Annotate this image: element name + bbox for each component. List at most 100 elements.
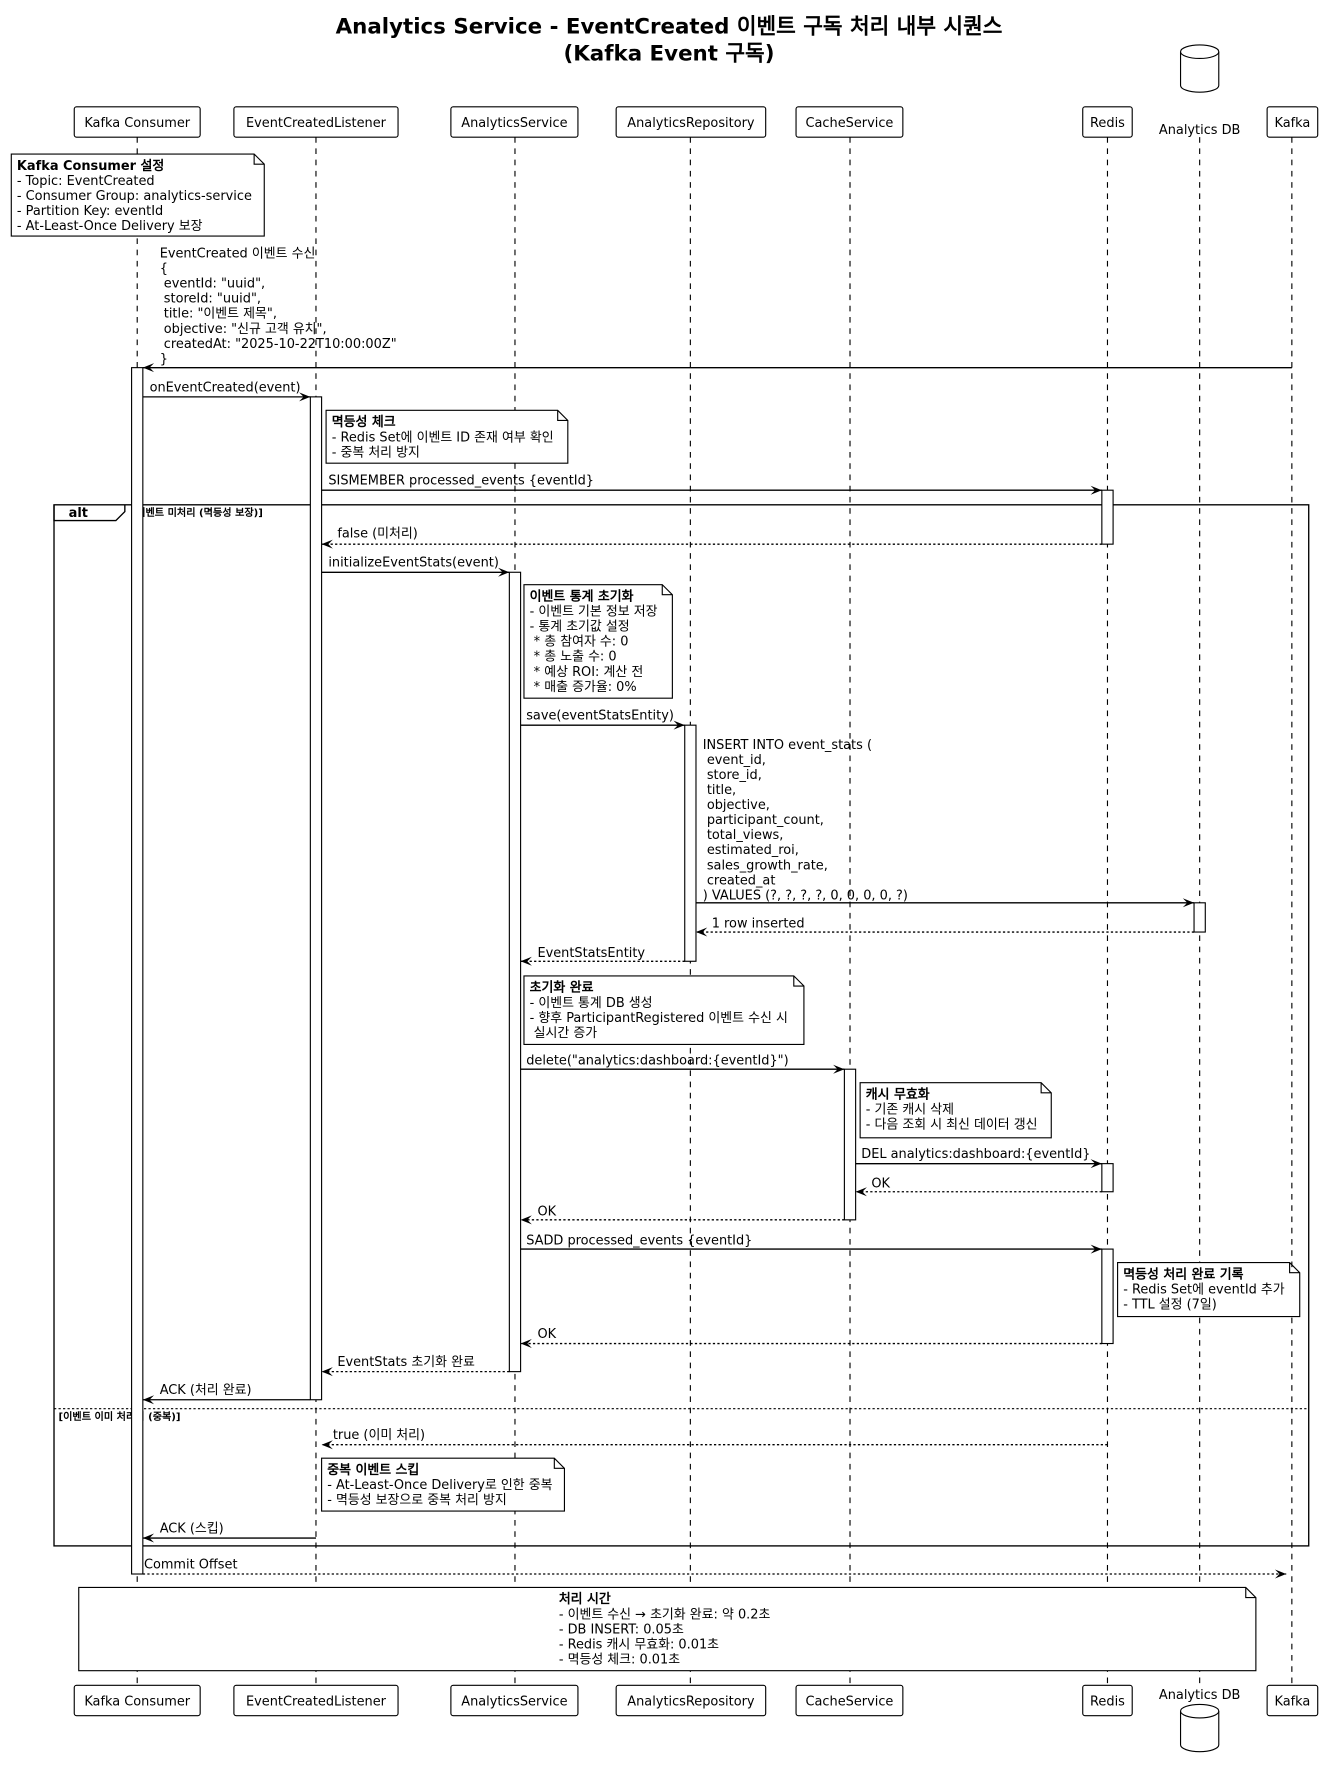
- message-kafka-consumer-to-kafka: Commit Offset: [142, 1557, 1287, 1579]
- note-line: - At-Least-Once Delivery로 인한 중복: [327, 1478, 552, 1493]
- message-label-line: false (미처리): [337, 526, 418, 541]
- note-line: * 총 참여자 수: 0: [530, 635, 629, 650]
- note-line: - 멱등성 보장으로 중복 처리 방지: [327, 1493, 507, 1508]
- message-label-line: {: [160, 262, 168, 277]
- message-label: true (이미 처리): [333, 1428, 425, 1443]
- message-event-created-listener-to-analytics-service: initializeEventStats(event): [321, 556, 510, 577]
- participant-event-created-listener[interactable]: EventCreatedListener: [233, 1684, 399, 1717]
- message-label-line: Commit Offset: [144, 1557, 238, 1572]
- arrowhead-icon: [1274, 1569, 1287, 1579]
- participant-redis[interactable]: Redis: [1082, 106, 1133, 138]
- note-title: 이벤트 통계 초기화: [530, 588, 634, 604]
- participant-analytics-service[interactable]: AnalyticsService: [450, 1684, 579, 1717]
- participant-redis[interactable]: Redis: [1082, 1684, 1133, 1717]
- participant-label: Redis: [1090, 116, 1125, 131]
- note-box: [859, 1082, 1052, 1139]
- participant-event-created-listener[interactable]: EventCreatedListener: [233, 106, 399, 138]
- note: 멱등성 체크- Redis Set에 이벤트 ID 존재 여부 확인 - 중복 처…: [325, 409, 569, 464]
- note-line: - At-Least-Once Delivery 보장: [17, 219, 203, 234]
- participant-label: Kafka: [1274, 1695, 1310, 1710]
- message-label-line: event_id,: [703, 753, 766, 768]
- database-icon: [1179, 51, 1220, 93]
- participant-cache-service[interactable]: CacheService: [795, 106, 904, 138]
- note: 중복 이벤트 스킵- At-Least-Once Delivery로 인한 중복…: [321, 1457, 566, 1512]
- message-label-line: initializeEventStats(event): [328, 556, 499, 571]
- note-line: - 향후 ParticipantRegistered 이벤트 수신 시: [530, 1011, 788, 1026]
- message-label-line: estimated_roi,: [703, 843, 799, 858]
- activation-bar: [1101, 489, 1114, 545]
- message-analytics-service-to-event-created-listener: EventStats 초기화 완료: [321, 1355, 510, 1377]
- note-box: [321, 1457, 566, 1512]
- note: 초기화 완료- 이벤트 통계 DB 생성 - 향후 ParticipantRegi…: [523, 975, 805, 1046]
- message-label-line: title,: [703, 783, 736, 798]
- alt-guard-2: [이벤트 이미 처리됨 (중복)]: [59, 1410, 181, 1423]
- message-label-line: save(eventStatsEntity): [526, 709, 674, 724]
- participant-cache-service[interactable]: CacheService: [795, 1684, 904, 1717]
- note-line: * 총 노출 수: 0: [530, 650, 617, 665]
- participant-label: AnalyticsService: [461, 116, 567, 131]
- message-label-line: 1 row inserted: [712, 917, 805, 932]
- note-title: 초기화 완료: [530, 980, 594, 996]
- message-kafka-to-kafka-consumer: EventCreated 이벤트 수신{ eventId: "uuid", st…: [142, 246, 1292, 373]
- message-analytics-service-to-cache-service: delete("analytics:dashboard:{eventId}"): [520, 1054, 845, 1074]
- arrowhead-icon: [142, 1395, 155, 1405]
- arrowhead-icon: [299, 392, 311, 402]
- note-body: - 이벤트 통계 DB 생성 - 향후 ParticipantRegistered…: [530, 996, 788, 1041]
- note-body: - Topic: EventCreated - Consumer Group: a…: [17, 174, 252, 234]
- note-title: 중복 이벤트 스킵: [327, 1462, 419, 1478]
- message-label-line: objective: "신규 고객 유치",: [160, 322, 327, 337]
- participant-box: [73, 106, 201, 138]
- participant-label: AnalyticsRepository: [627, 1695, 755, 1710]
- activation-bar: [131, 367, 144, 1575]
- message-label-line: ) VALUES (?, ?, ?, ?, 0, 0, 0, 0, ?): [703, 888, 908, 903]
- participant-box: [233, 1684, 399, 1717]
- participant-kafka-consumer[interactable]: Kafka Consumer: [73, 1684, 201, 1717]
- participant-box: [450, 1684, 579, 1717]
- arrowhead-icon: [321, 1367, 333, 1377]
- message-redis-to-analytics-service: OK: [520, 1327, 1102, 1349]
- message-label-line: participant_count,: [703, 813, 824, 828]
- activation-bar: [508, 571, 522, 1373]
- message-event-created-listener-to-kafka-consumer: ACK (스킵): [142, 1521, 316, 1543]
- participant-analytics-service[interactable]: AnalyticsService: [450, 106, 579, 138]
- note-box: [1117, 1262, 1301, 1318]
- message-label-line: title: "이벤트 제목",: [160, 307, 277, 322]
- message-label-line: INSERT INTO event_stats (: [703, 738, 872, 753]
- participant-kafka[interactable]: Kafka: [1266, 106, 1319, 138]
- participant-analytics-db[interactable]: Analytics DB: [1159, 1688, 1241, 1753]
- note-box: [78, 1586, 1257, 1672]
- message-label: EventStatsEntity: [537, 946, 645, 961]
- message-label: onEventCreated(event): [150, 380, 301, 395]
- message-label-line: SADD processed_events {eventId}: [526, 1234, 752, 1249]
- participant-kafka-consumer[interactable]: Kafka Consumer: [73, 106, 201, 138]
- arrowhead-icon: [1090, 1244, 1102, 1254]
- note-line: - 다음 조회 시 최신 데이터 갱신: [866, 1118, 1038, 1133]
- diagram-title-line2: (Kafka Event 구독): [564, 42, 775, 67]
- participant-box: [615, 106, 767, 138]
- message-label: delete("analytics:dashboard:{eventId}"): [526, 1054, 788, 1069]
- participant-analytics-db[interactable]: Analytics DB: [1159, 44, 1241, 138]
- message-label-line: eventId: "uuid",: [160, 277, 265, 292]
- activation-bar: [1193, 902, 1206, 933]
- message-label: initializeEventStats(event): [328, 556, 499, 571]
- arrowhead-icon: [695, 927, 708, 937]
- message-label: false (미처리): [337, 526, 418, 541]
- participant-analytics-repository[interactable]: AnalyticsRepository: [615, 1684, 767, 1717]
- participant-analytics-repository[interactable]: AnalyticsRepository: [615, 106, 767, 138]
- arrowhead-icon: [321, 1440, 333, 1450]
- alt-keyword: alt: [69, 506, 88, 521]
- message-label-line: OK: [871, 1176, 890, 1191]
- arrowhead-icon: [1090, 1159, 1102, 1169]
- note-title: 캐시 무효화: [866, 1086, 930, 1102]
- message-label: EventCreated 이벤트 수신{ eventId: "uuid", st…: [160, 246, 397, 366]
- message-label: save(eventStatsEntity): [526, 709, 674, 724]
- message-label: OK: [537, 1327, 556, 1342]
- activation-bar: [1101, 1163, 1114, 1193]
- message-event-created-listener-to-redis: SISMEMBER processed_events {eventId}: [321, 474, 1102, 495]
- message-label: EventStats 초기화 완료: [337, 1355, 475, 1370]
- note-line: * 매출 증가율: 0%: [530, 680, 637, 695]
- note-line: - Consumer Group: analytics-service: [17, 189, 252, 204]
- message-label: SADD processed_events {eventId}: [526, 1234, 752, 1249]
- participant-kafka[interactable]: Kafka: [1266, 1684, 1319, 1717]
